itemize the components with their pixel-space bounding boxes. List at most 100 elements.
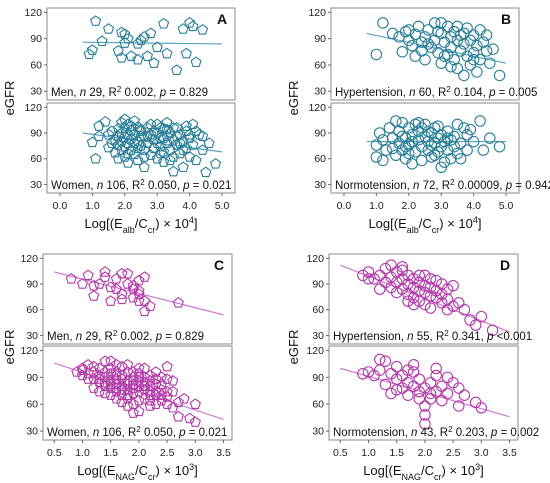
data-point (102, 128, 115, 140)
x-tick-label: 2.5 (446, 447, 461, 459)
data-point (432, 120, 444, 132)
data-point (106, 137, 118, 149)
data-point (116, 360, 128, 372)
data-point (362, 266, 375, 278)
data-point (425, 139, 438, 151)
data-point (122, 366, 134, 377)
data-point (177, 161, 189, 173)
data-point (164, 154, 176, 166)
data-point (167, 375, 179, 386)
data-point (172, 410, 184, 422)
data-point (144, 369, 156, 381)
data-point (467, 46, 480, 59)
data-point (105, 362, 117, 374)
x-tick-label: 0.5 (47, 447, 62, 459)
data-point (200, 166, 212, 178)
y-tick-label: 90 (312, 372, 324, 384)
x-tick-label: 1.0 (75, 447, 90, 459)
data-point (105, 355, 117, 366)
data-point (86, 44, 98, 55)
data-point (189, 416, 201, 427)
data-point (419, 409, 431, 421)
data-point (150, 398, 162, 409)
y-tick-label: 120 (24, 102, 42, 114)
data-point (158, 17, 170, 29)
y-tick-label: 90 (314, 33, 326, 45)
y-tick-label: 30 (312, 330, 324, 342)
data-point (467, 53, 480, 66)
subplot-c-2: 30 60 90 120 Women, n 106, R2 0.050, p = 0.0… (20, 345, 233, 441)
data-point (82, 373, 94, 384)
data-point (135, 34, 147, 46)
data-point (122, 384, 134, 395)
x-tick-label: 5.0 (499, 200, 514, 212)
data-point (116, 293, 128, 305)
subplot-d-2: 30 60 90 120 Normotension, n 43, R2 0.203, p… (306, 345, 539, 441)
data-point (474, 115, 486, 127)
data-point (161, 116, 173, 128)
data-point (458, 27, 470, 40)
data-point (424, 302, 437, 314)
x-tick-label: 3.0 (150, 200, 165, 212)
data-point (109, 146, 121, 158)
data-point (493, 69, 506, 82)
data-point (132, 53, 144, 65)
data-point (88, 360, 100, 372)
subplot-b-1: 30 60 90 120 Hypertension, n 60, R2 0.104, p… (308, 7, 537, 101)
data-point (88, 290, 100, 301)
data-point (453, 382, 465, 394)
data-point (96, 35, 108, 47)
data-point (132, 38, 144, 49)
data-point (402, 364, 414, 376)
stats-annotation: Men, n 29, R2 0.002, p = 0.829 (47, 329, 204, 344)
data-point (379, 262, 392, 275)
data-point (436, 297, 448, 309)
data-point (122, 147, 134, 159)
data-point (148, 142, 160, 154)
data-point (148, 57, 160, 68)
plot-frame (46, 102, 236, 194)
data-point (386, 142, 399, 155)
x-tick-label: 0.0 (53, 200, 68, 212)
data-point (88, 382, 100, 393)
data-point (122, 32, 134, 44)
data-point (151, 127, 163, 138)
data-point (167, 165, 180, 177)
data-point (122, 400, 134, 411)
x-tick-label: 3.0 (474, 447, 489, 459)
data-point (150, 385, 162, 397)
x-tick-label: 0.0 (337, 200, 352, 212)
data-point (105, 378, 117, 390)
data-point (413, 393, 426, 405)
data-point (445, 60, 457, 73)
data-point (110, 273, 122, 284)
data-point (110, 369, 122, 381)
data-point (458, 122, 470, 134)
data-point (435, 17, 447, 29)
x-tick-label: 2.0 (132, 447, 147, 459)
data-point (413, 385, 426, 398)
data-point (127, 371, 139, 383)
x-axis-label: Log[(Ealb/Ccr) × 104] (84, 215, 197, 235)
y-tick-label: 120 (20, 253, 38, 265)
data-point (105, 389, 117, 400)
data-point (416, 122, 428, 134)
x-tick-label: 1.0 (369, 200, 384, 212)
data-point (196, 24, 209, 35)
data-point (102, 141, 115, 153)
panel-letter: D (500, 257, 510, 273)
data-point (167, 134, 180, 145)
data-point (150, 366, 162, 377)
y-tick-label: 120 (306, 345, 324, 357)
data-point (493, 140, 506, 153)
data-point (138, 376, 151, 388)
data-point (424, 273, 437, 285)
data-point (127, 375, 139, 386)
data-point (133, 367, 145, 379)
data-point (467, 135, 480, 148)
x-tick-label: 2.0 (117, 200, 132, 212)
data-point (390, 384, 403, 396)
y-tick-label: 60 (30, 153, 42, 165)
